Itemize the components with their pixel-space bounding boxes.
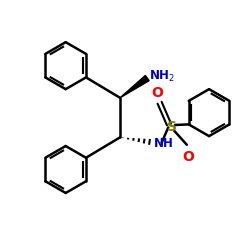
Text: NH$_2$: NH$_2$ xyxy=(149,69,175,84)
Text: NH: NH xyxy=(154,137,174,150)
Text: S: S xyxy=(167,120,177,134)
Text: O: O xyxy=(182,150,194,164)
Text: O: O xyxy=(151,86,163,100)
Polygon shape xyxy=(120,76,149,98)
